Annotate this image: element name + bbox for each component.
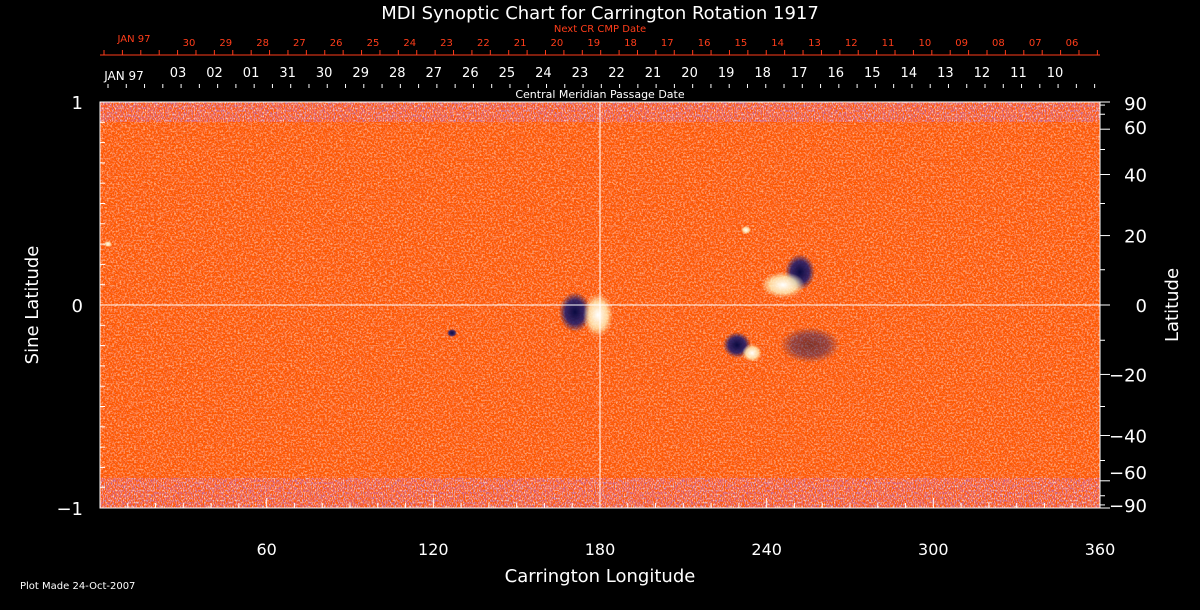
top-axis-2-tick-label: 02 — [206, 66, 223, 81]
x-tick-label: 300 — [918, 540, 949, 559]
top-axis-2-tick-label: 19 — [718, 66, 735, 81]
top-axis-1-tick-label: 21 — [514, 38, 527, 49]
top-axis-2-tick-label: 22 — [608, 66, 625, 81]
active-region-b — [761, 254, 815, 298]
top-axis-1-title: Next CR CMP Date — [554, 24, 646, 35]
top-axis-2-tick-label: 03 — [170, 66, 187, 81]
top-axis-2-tick-label: 11 — [1010, 66, 1027, 81]
y-right-tick-label: 40 — [1124, 166, 1147, 187]
top-axis-1-tick-label: 18 — [624, 38, 637, 49]
top-axis-1-tick-label: 08 — [992, 38, 1005, 49]
active-region-a — [559, 292, 613, 337]
top-axis-2-tick-label: 20 — [681, 66, 698, 81]
plot-made-note: Plot Made 24-Oct-2007 — [20, 581, 135, 592]
y-right-tick-label: 0 — [1136, 296, 1147, 317]
top-axis-2-tick-label: 28 — [389, 66, 406, 81]
x-tick-label: 120 — [418, 540, 449, 559]
y-right-tick-label: 20 — [1124, 227, 1147, 248]
top-axis-1-tick-label: 14 — [771, 38, 784, 49]
top-axis-2-tick-label: 10 — [1047, 66, 1064, 81]
top-axis-2-tick-label: 17 — [791, 66, 808, 81]
top-axis-1-tick-label: 15 — [735, 38, 748, 49]
top-axis-2-tick-label: 01 — [243, 66, 260, 81]
y-axis-right-label: Latitude — [1162, 268, 1183, 342]
top-axis-1-tick-label: 23 — [440, 38, 453, 49]
y-axis-left-label: Sine Latitude — [22, 246, 43, 365]
x-tick-label: 60 — [256, 540, 276, 559]
top-axis-1-tick-label: 09 — [955, 38, 968, 49]
top-axis-1-tick-label: 29 — [219, 38, 232, 49]
top-axis-2-tick-label: 18 — [754, 66, 771, 81]
top-axis-1-tick-label: 13 — [808, 38, 821, 49]
top-axis-1-tick-label: 20 — [551, 38, 564, 49]
top-axis-1-tick-label: 17 — [661, 38, 674, 49]
top-axis-1-tick-label: 16 — [698, 38, 711, 49]
top-axis-1-tick-label: 07 — [1029, 38, 1042, 49]
x-tick-label: 360 — [1085, 540, 1116, 559]
top-axis-2-tick-label: 21 — [645, 66, 662, 81]
y-left-tick-label: −1 — [56, 499, 83, 520]
top-axis-1-tick-label: 10 — [918, 38, 931, 49]
top-axis-2-tick-label: 14 — [901, 66, 918, 81]
top-axis-2-tick-label: 31 — [279, 66, 296, 81]
top-axis-1-tick-label: 22 — [477, 38, 490, 49]
top-axis-1-month: JAN 97 — [117, 34, 151, 45]
top-axis-1-tick-label: 25 — [367, 38, 380, 49]
top-axis-2-title: Central Meridian Passage Date — [515, 88, 684, 101]
top-axis-2-tick-label: 25 — [499, 66, 516, 81]
chart-title: MDI Synoptic Chart for Carrington Rotati… — [381, 3, 819, 24]
x-tick-label: 240 — [751, 540, 782, 559]
top-axis-1-tick-label: 26 — [330, 38, 343, 49]
x-tick-label: 180 — [585, 540, 616, 559]
top-axis-2-tick-label: 30 — [316, 66, 333, 81]
top-axis-1-tick-label: 19 — [587, 38, 600, 49]
top-axis-1-tick-label: 28 — [256, 38, 269, 49]
y-right-tick-label: 60 — [1124, 118, 1147, 139]
top-axis-2-tick-label: 24 — [535, 66, 552, 81]
top-axis-2-month: JAN 97 — [103, 69, 144, 83]
active-region-c — [723, 327, 840, 363]
y-right-tick-label: 90 — [1124, 94, 1147, 115]
y-right-tick-label: −90 — [1109, 496, 1147, 517]
top-axis-2-tick-label: 16 — [827, 66, 844, 81]
y-right-tick-label: −20 — [1109, 365, 1147, 386]
top-axis-1-tick-label: 11 — [882, 38, 895, 49]
top-axis-1-tick-label: 30 — [183, 38, 196, 49]
top-axis-2-tick-label: 26 — [462, 66, 479, 81]
y-left-tick-label: 0 — [72, 296, 83, 317]
top-axis-2-tick-label: 27 — [426, 66, 443, 81]
top-axis-2-tick-label: 13 — [937, 66, 954, 81]
y-right-tick-label: −60 — [1109, 463, 1147, 484]
y-right-tick-label: −40 — [1109, 426, 1147, 447]
x-axis-label: Carrington Longitude — [505, 566, 696, 587]
top-axis-2-tick-label: 15 — [864, 66, 881, 81]
top-axis-1-tick-label: 12 — [845, 38, 858, 49]
top-axis-1-tick-label: 06 — [1066, 38, 1079, 49]
top-axis-1-tick-label: 24 — [403, 38, 416, 49]
top-axis-2-tick-label: 29 — [352, 66, 369, 81]
top-axis-2-tick-label: 23 — [572, 66, 589, 81]
top-axis-1-tick-label: 27 — [293, 38, 306, 49]
y-left-tick-label: 1 — [72, 93, 83, 114]
top-axis-2-tick-label: 12 — [974, 66, 991, 81]
